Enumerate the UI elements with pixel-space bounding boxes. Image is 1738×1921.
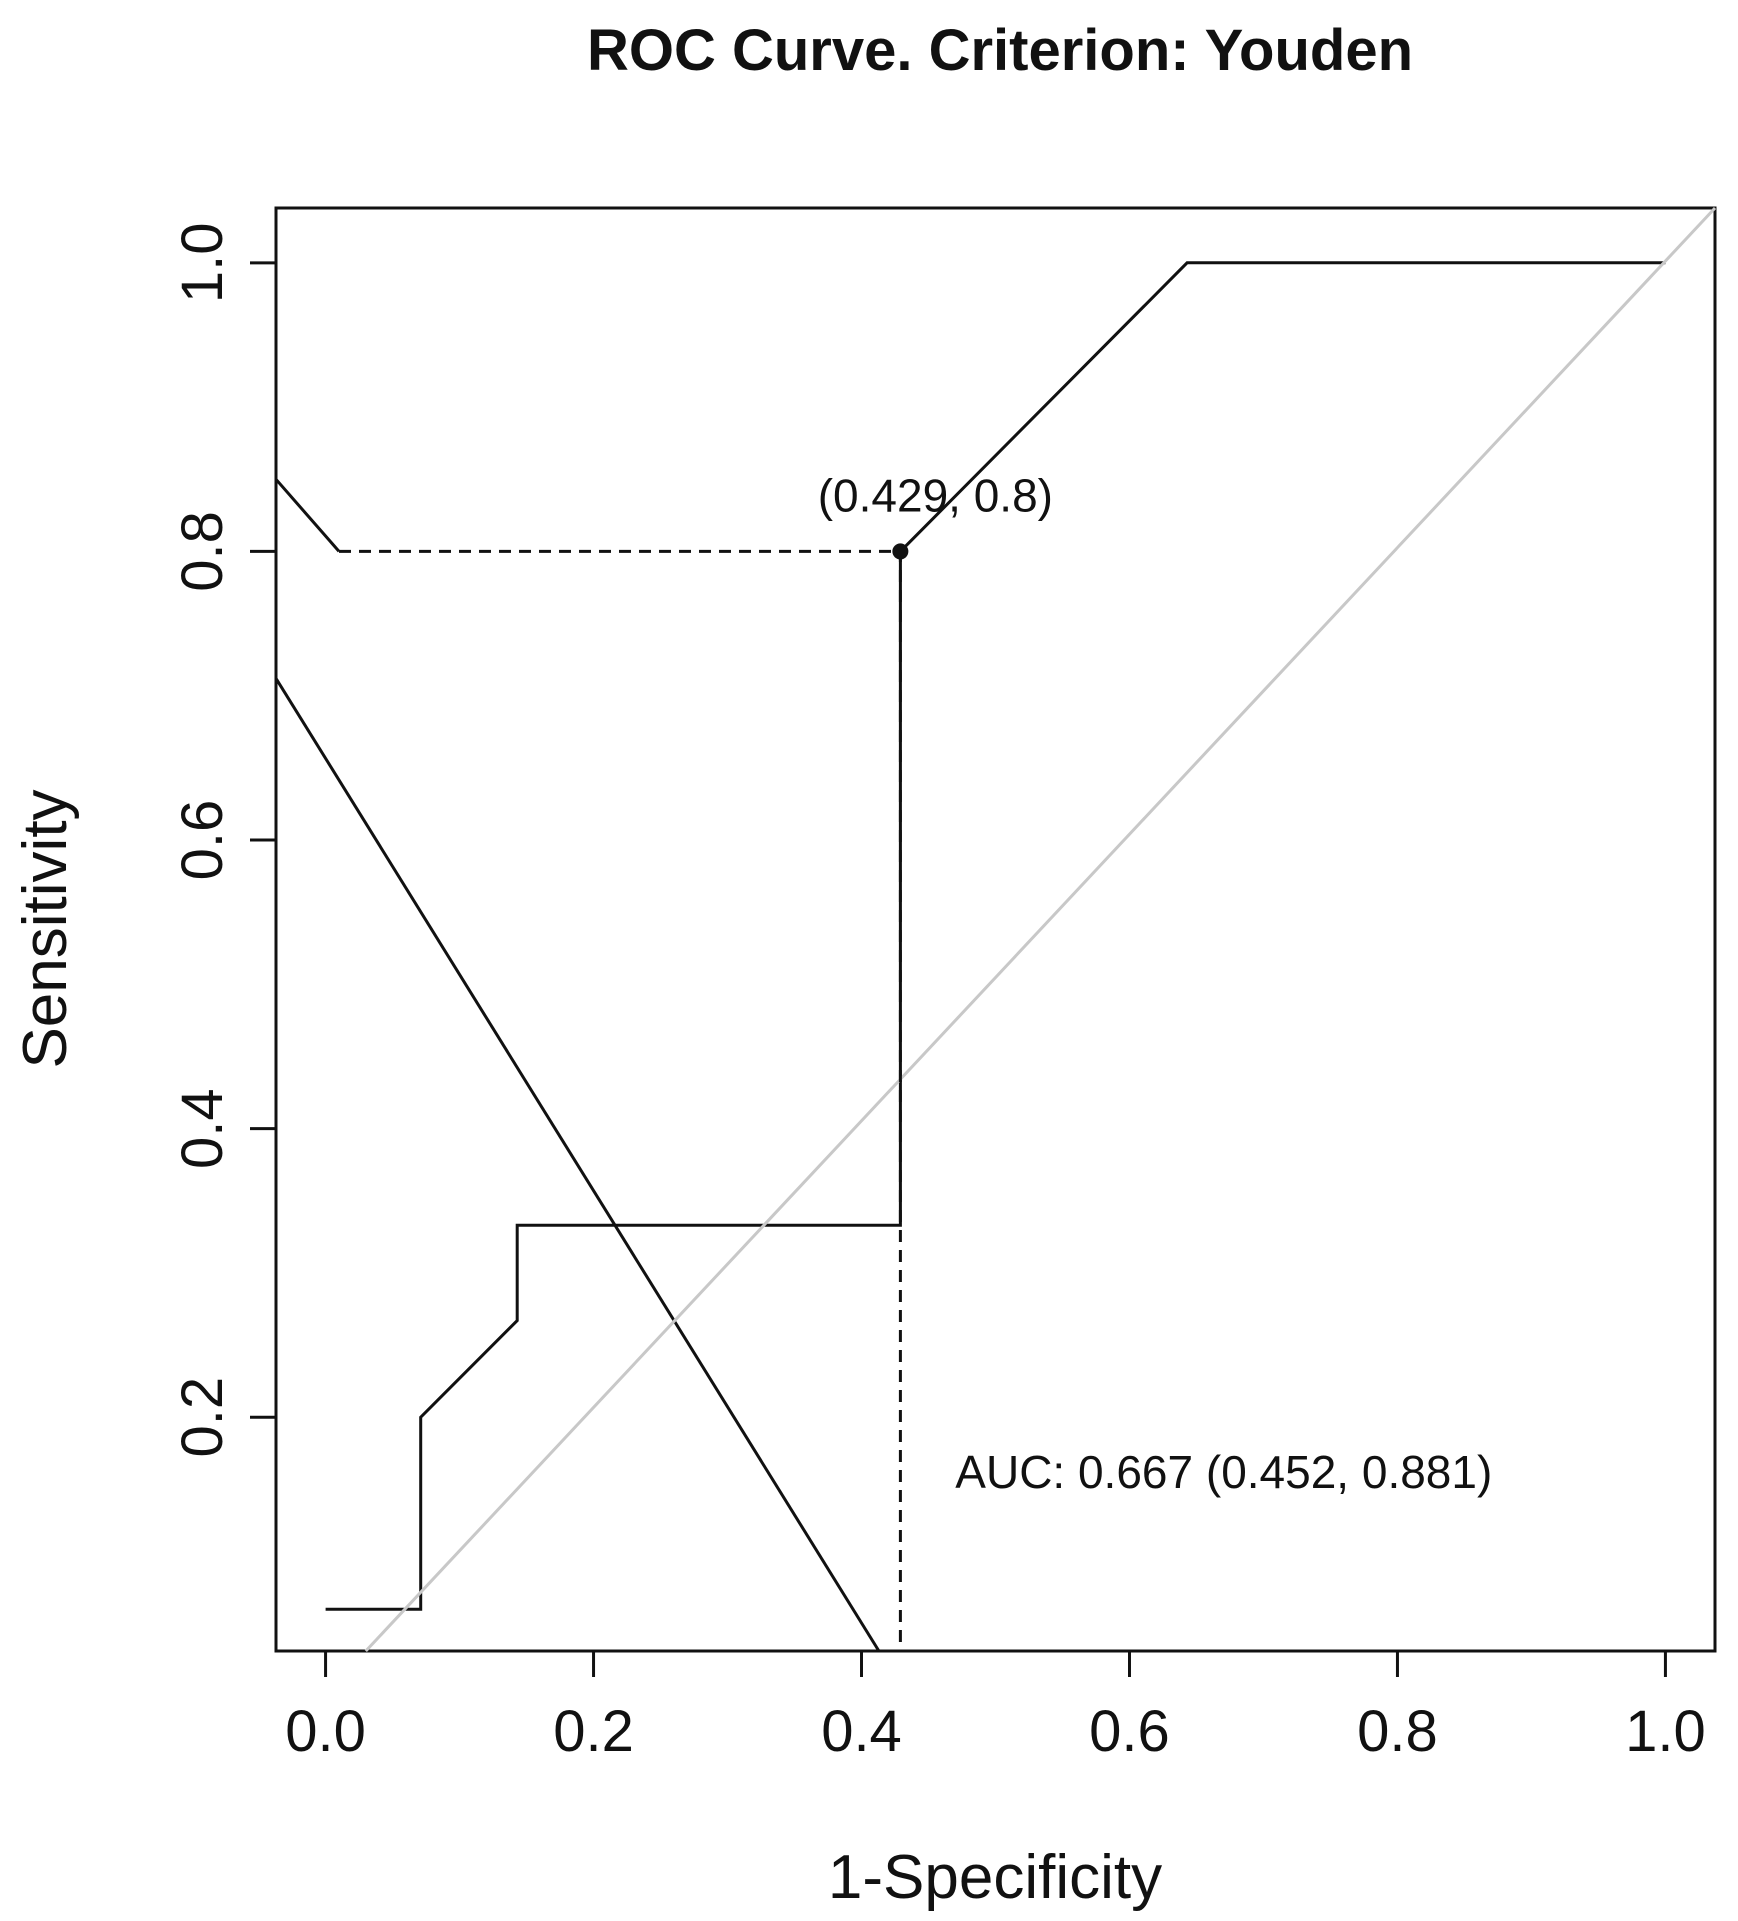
x-tick-label: 0.0 xyxy=(285,1699,366,1764)
x-tick-label: 0.6 xyxy=(1089,1699,1170,1764)
x-tick-label: 0.8 xyxy=(1357,1699,1438,1764)
optimal-point-label: (0.429, 0.8) xyxy=(818,469,1053,521)
x-tick-label: 0.4 xyxy=(821,1699,902,1764)
ticks-layer: 0.0 0.2 0.4 0.6 0.8 1.0 0.2 0.4 0.6 0.8 1.0 xyxy=(170,223,1706,1764)
series-line-2 xyxy=(274,478,341,553)
y-axis-label: Sensitivity xyxy=(11,789,80,1068)
auc-label: AUC: 0.667 (0.452, 0.881) xyxy=(955,1446,1492,1498)
y-tick-label: 0.4 xyxy=(170,1088,235,1169)
x-tick-label: 1.0 xyxy=(1625,1699,1706,1764)
y-tick-label: 0.6 xyxy=(170,800,235,881)
series-line-3 xyxy=(364,206,1717,1653)
y-tick-label: 0.2 xyxy=(170,1377,235,1458)
x-axis-label: 1-Specificity xyxy=(828,1843,1162,1912)
plot-frame xyxy=(274,206,1717,1653)
optimal-point-marker xyxy=(892,543,909,560)
chart-title: ROC Curve. Criterion: Youden xyxy=(587,18,1413,83)
x-tick-label: 0.2 xyxy=(553,1699,634,1764)
series-line-1 xyxy=(274,677,881,1652)
y-tick-label: 1.0 xyxy=(170,223,235,304)
series-line-0 xyxy=(325,261,1666,1611)
series-layer xyxy=(274,206,1717,1653)
y-tick-label: 0.8 xyxy=(170,511,235,592)
series-line-4 xyxy=(339,549,902,1651)
